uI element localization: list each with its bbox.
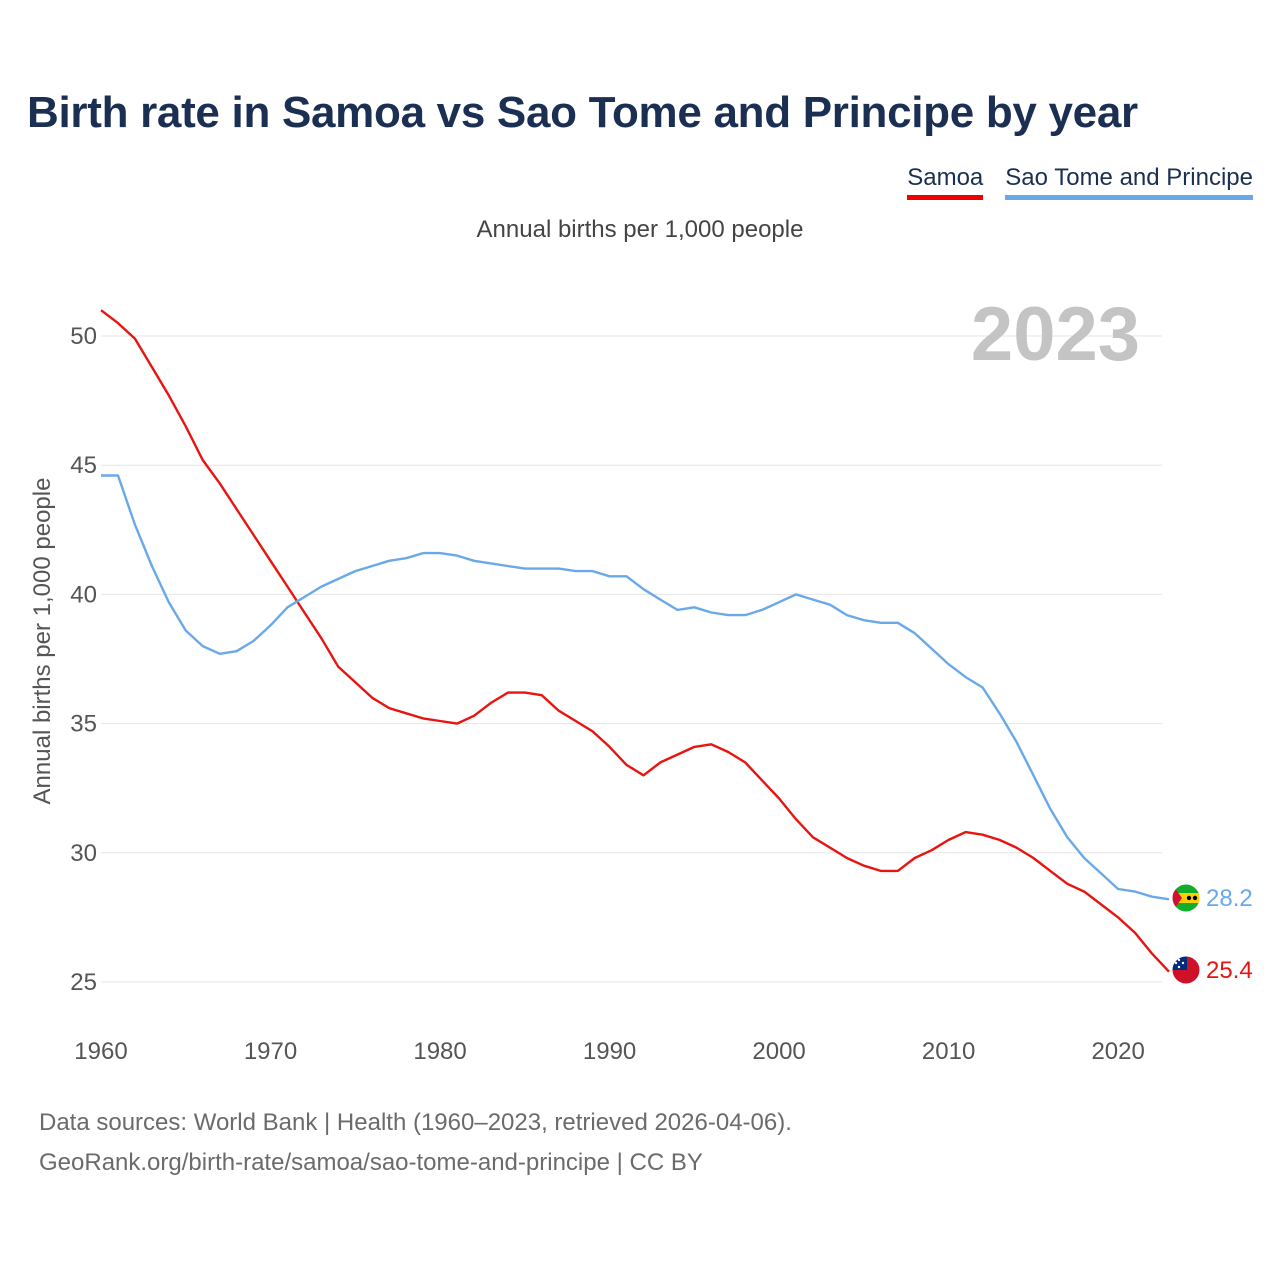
x-axis-ticks: 1960 1970 1980 1990 2000 2010 2020 bbox=[74, 1038, 1145, 1065]
chart-subtitle: Annual births per 1,000 people bbox=[476, 216, 804, 243]
legend-item-samoa[interactable]: Samoa bbox=[907, 164, 984, 200]
legend: Samoa Sao Tome and Principe bbox=[907, 164, 1253, 200]
x-tick-label: 2000 bbox=[752, 1038, 805, 1065]
y-axis-ticks: 25 30 35 40 45 50 bbox=[70, 323, 97, 996]
legend-item-sao-tome-and-principe[interactable]: Sao Tome and Principe bbox=[1005, 164, 1253, 200]
y-tick-label: 50 bbox=[70, 323, 97, 350]
y-tick-label: 35 bbox=[70, 711, 97, 738]
year-watermark: 2023 bbox=[971, 292, 1140, 377]
grid-lines bbox=[101, 335, 1162, 983]
footer: Data sources: World Bank | Health (1960–… bbox=[39, 1103, 792, 1183]
x-tick-label: 1960 bbox=[74, 1038, 127, 1065]
series-lines bbox=[100, 309, 1170, 973]
x-tick-label: 2020 bbox=[1091, 1038, 1144, 1065]
y-tick-label: 45 bbox=[70, 452, 97, 479]
y-axis-label: Annual births per 1,000 people bbox=[29, 478, 56, 805]
y-tick-label: 25 bbox=[70, 969, 97, 996]
sao-tome-flag-icon bbox=[1172, 884, 1200, 912]
chart-title: Birth rate in Samoa vs Sao Tome and Prin… bbox=[27, 88, 1138, 137]
y-tick-label: 40 bbox=[70, 581, 97, 608]
x-tick-label: 2010 bbox=[922, 1038, 975, 1065]
y-tick-label: 30 bbox=[70, 840, 97, 867]
x-tick-label: 1970 bbox=[244, 1038, 297, 1065]
samoa-flag-icon bbox=[1172, 956, 1200, 984]
data-source-note: Data sources: World Bank | Health (1960–… bbox=[39, 1109, 792, 1136]
x-tick-label: 1980 bbox=[413, 1038, 466, 1065]
end-value-label-sao-tome: 28.2 bbox=[1206, 885, 1253, 912]
end-value-label-samoa: 25.4 bbox=[1206, 957, 1253, 984]
source-url[interactable]: GeoRank.org/birth-rate/samoa/sao-tome-an… bbox=[39, 1149, 703, 1176]
series-line-sao-tome-and-principe[interactable] bbox=[101, 474, 1170, 901]
x-tick-label: 1990 bbox=[583, 1038, 636, 1065]
series-line-samoa[interactable] bbox=[100, 309, 1170, 973]
